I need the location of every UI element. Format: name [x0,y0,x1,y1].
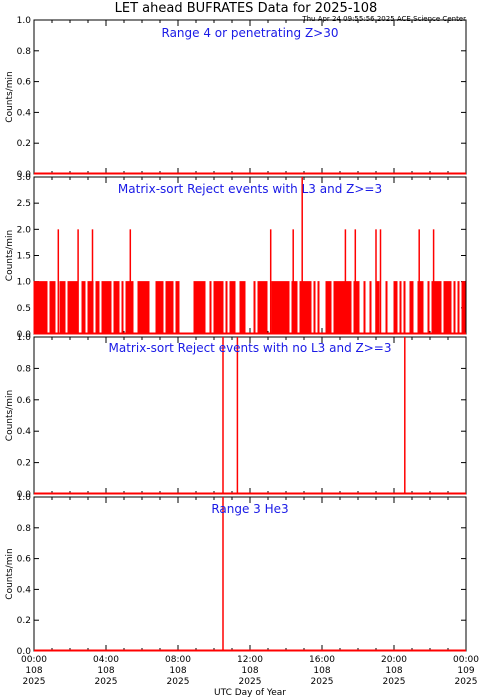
series-activity [33,281,466,334]
y-tick-label: 0.0 [17,330,32,340]
y-tick-label: 1.0 [17,333,32,343]
y-tick-label: 0.0 [17,647,32,657]
x-tick-doy: 108 [25,666,42,676]
y-tick-label: 1.0 [17,16,32,26]
y-tick-label: 0.4 [17,427,32,437]
y-tick-label: 0.4 [17,585,32,595]
x-tick-time: 00:00 [21,655,47,665]
x-tick-doy: 108 [313,666,330,676]
x-tick-time: 04:00 [93,655,119,665]
y-tick-label: 2.0 [17,225,32,235]
y-axis-label: Counts/min [5,71,15,122]
panel-title: Range 3 He3 [211,502,288,516]
panel-1: 0.0 0.2 0.4 0.6 0.8 1.0 Counts/min Range 4 or p… [5,16,467,180]
x-tick-doy: 108 [241,666,258,676]
x-tick-time: 12:00 [237,655,263,665]
y-tick-label: 0.5 [17,304,31,314]
y-tick-label: 3.0 [17,173,32,183]
y-axis-label: Counts/min [5,390,15,441]
x-tick-time: 20:00 [381,655,407,665]
generation-timestamp: Thu Apr 24 09:55:56 2025 ACE Science Cen… [301,15,466,23]
x-tick-year: 2025 [167,677,190,687]
x-tick-labels: 00:00108202504:00108202508:00108202512:0… [21,655,479,687]
x-tick-doy: 109 [457,666,474,676]
x-tick-time: 08:00 [165,655,191,665]
y-tick-label: 0.8 [17,364,32,374]
x-tick-year: 2025 [23,677,46,687]
y-tick-label: 2.5 [17,199,31,209]
y-axis-label: Counts/min [5,230,15,281]
panel-title: Matrix-sort Reject events with no L3 and… [109,341,392,355]
x-tick-year: 2025 [311,677,334,687]
panel-title: Matrix-sort Reject events with L3 and Z>… [118,182,382,196]
x-tick-time: 00:00 [453,655,479,665]
panel-3: 0.0 0.2 0.4 0.6 0.8 1.0 Counts/min Matrix-sort … [5,333,467,500]
x-tick-year: 2025 [239,677,262,687]
panel-2: 0.0 0.5 1.0 1.5 2.0 2.5 3.0 Counts/min Matrix-so… [5,173,467,340]
y-tick-label: 0.0 [17,490,32,500]
y-tick-label: 0.0 [17,170,32,180]
y-tick-label: 1.0 [17,278,32,288]
x-tick-doy: 108 [97,666,114,676]
y-tick-label: 1.0 [17,493,32,503]
figure-title: LET ahead BUFRATES Data for 2025-108 [115,1,378,16]
y-axis-label: Counts/min [5,548,15,599]
x-tick-year: 2025 [95,677,118,687]
panel-title: Range 4 or penetrating Z>30 [162,26,339,40]
x-axis-label: UTC Day of Year [214,688,286,698]
y-tick-label: 0.2 [17,616,31,626]
panel-4: 0.0 0.2 0.4 0.6 0.8 1.0 Counts/min Range 3 He3 [5,493,467,657]
y-tick-label: 0.8 [17,47,32,57]
x-tick-doy: 108 [385,666,402,676]
y-tick-label: 1.5 [17,252,31,262]
x-tick-doy: 108 [169,666,186,676]
y-tick-label: 0.8 [17,524,32,534]
y-tick-label: 0.6 [17,396,32,406]
y-tick-label: 0.6 [17,555,32,565]
y-tick-label: 0.4 [17,108,32,118]
x-tick-time: 16:00 [309,655,335,665]
y-tick-label: 0.2 [17,459,31,469]
x-tick-year: 2025 [383,677,406,687]
y-tick-label: 0.6 [17,78,32,88]
y-tick-label: 0.2 [17,139,31,149]
x-tick-year: 2025 [455,677,478,687]
